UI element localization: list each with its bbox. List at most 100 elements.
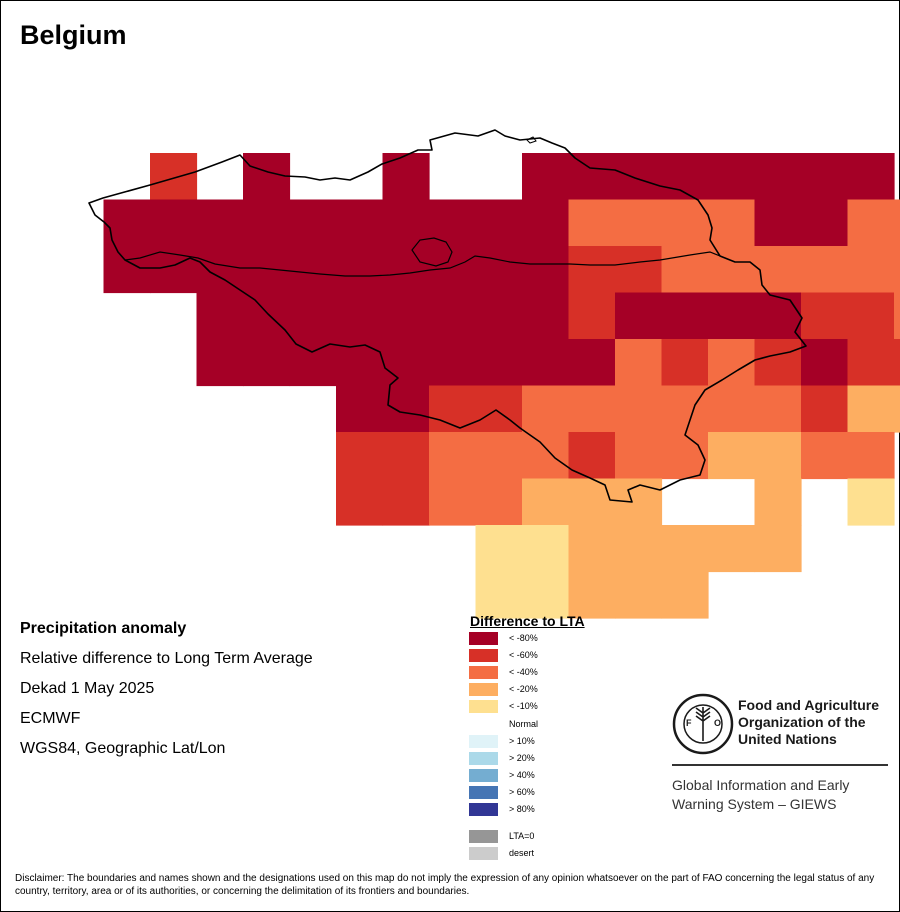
legend-swatch [469,752,498,765]
grid-cell [847,385,895,433]
grid-cell [150,153,198,201]
grid-cell [801,339,849,387]
grid-cell [522,571,570,619]
grid-cell [382,339,430,387]
giews-line2: Warning System – GIEWS [672,796,837,812]
grid-cell [754,339,802,387]
grid-cell [522,478,570,526]
grid-cell [661,385,709,433]
grid-cell [894,339,900,387]
legend-item: < -10% [469,700,599,714]
grid-cell [150,199,198,247]
grid-cell [475,199,523,247]
grid-cell [429,432,477,480]
grid-cell [475,246,523,294]
legend-swatch [469,830,498,843]
legend-label: > 60% [509,787,535,797]
grid-cell [196,292,244,340]
grid-cell [708,292,756,340]
grid-cell [382,432,430,480]
grid-cell [522,292,570,340]
grid-cell [801,292,849,340]
legend-item: > 80% [469,803,599,817]
legend-title: Difference to LTA [470,613,585,629]
grid-cell [336,199,384,247]
grid-cell [196,246,244,294]
grid-cell [568,199,616,247]
grid-cell [754,292,802,340]
legend-item: < -40% [469,666,599,680]
grid-cell [475,385,523,433]
grid-cell [847,153,895,201]
legend-swatch [469,683,498,696]
grid-cell [847,292,895,340]
legend-swatch [469,718,498,731]
grid-cell [475,571,523,619]
grid-cell [847,339,895,387]
grid-cell [336,432,384,480]
legend-item: desert [469,847,599,861]
fao-logo-icon: F O [672,693,734,755]
grid-cell [615,246,663,294]
fao-name-line2: Organization of the [738,714,866,730]
grid-cell [243,153,291,201]
grid-cell [475,292,523,340]
grid-cell [429,292,477,340]
fao-logo-letter-o: O [714,718,721,728]
grid-cell [615,339,663,387]
legend-label: > 40% [509,770,535,780]
grid-cell [708,199,756,247]
grid-cell [801,432,849,480]
grid-cell [708,339,756,387]
grid-cell [475,478,523,526]
legend-label: < -60% [509,650,538,660]
giews-name: Global Information and Early Warning Sys… [672,776,849,814]
legend-label: < -10% [509,701,538,711]
grid-cell [382,478,430,526]
map-title: Belgium [20,20,127,50]
grid-cell [429,478,477,526]
legend-swatch [469,769,498,782]
grid-cell [243,292,291,340]
grid-cell [522,339,570,387]
legend-item: < -80% [469,632,599,646]
grid-cell [196,339,244,387]
grid-cell [522,199,570,247]
grid-cell [568,246,616,294]
grid-cell [754,153,802,201]
legend-item: < -20% [469,683,599,697]
grid-cell [336,478,384,526]
grid-cell [382,385,430,433]
fao-logo-letter-f: F [686,718,692,728]
grid-cell [382,153,430,201]
legend-item: > 10% [469,735,599,749]
info-projection: WGS84, Geographic Lat/Lon [20,740,226,757]
grid-cell [894,385,900,433]
grid-cell [661,339,709,387]
grid-cell [568,525,616,573]
grid-cell [568,478,616,526]
grid-cell [615,432,663,480]
grid-cell [382,199,430,247]
grid-cell [708,385,756,433]
grid-cell [336,246,384,294]
grid-cell [243,199,291,247]
grid-cell [801,385,849,433]
giews-line1: Global Information and Early [672,777,850,793]
info-product: Precipitation anomaly [20,620,187,637]
grid-cell [661,525,709,573]
legend-label: > 10% [509,736,535,746]
grid-cell [894,292,900,340]
legend-swatch [469,666,498,679]
legend-label: < -80% [509,633,538,643]
legend-label: desert [509,848,535,858]
grid-cell [243,246,291,294]
brussels-border [411,237,453,267]
grid-cell [568,385,616,433]
fao-name: Food and Agriculture Organization of the… [738,697,879,748]
legend-swatch [469,632,498,645]
grid-cell [615,525,663,573]
grid-cell [568,153,616,201]
grid-cell [615,153,663,201]
